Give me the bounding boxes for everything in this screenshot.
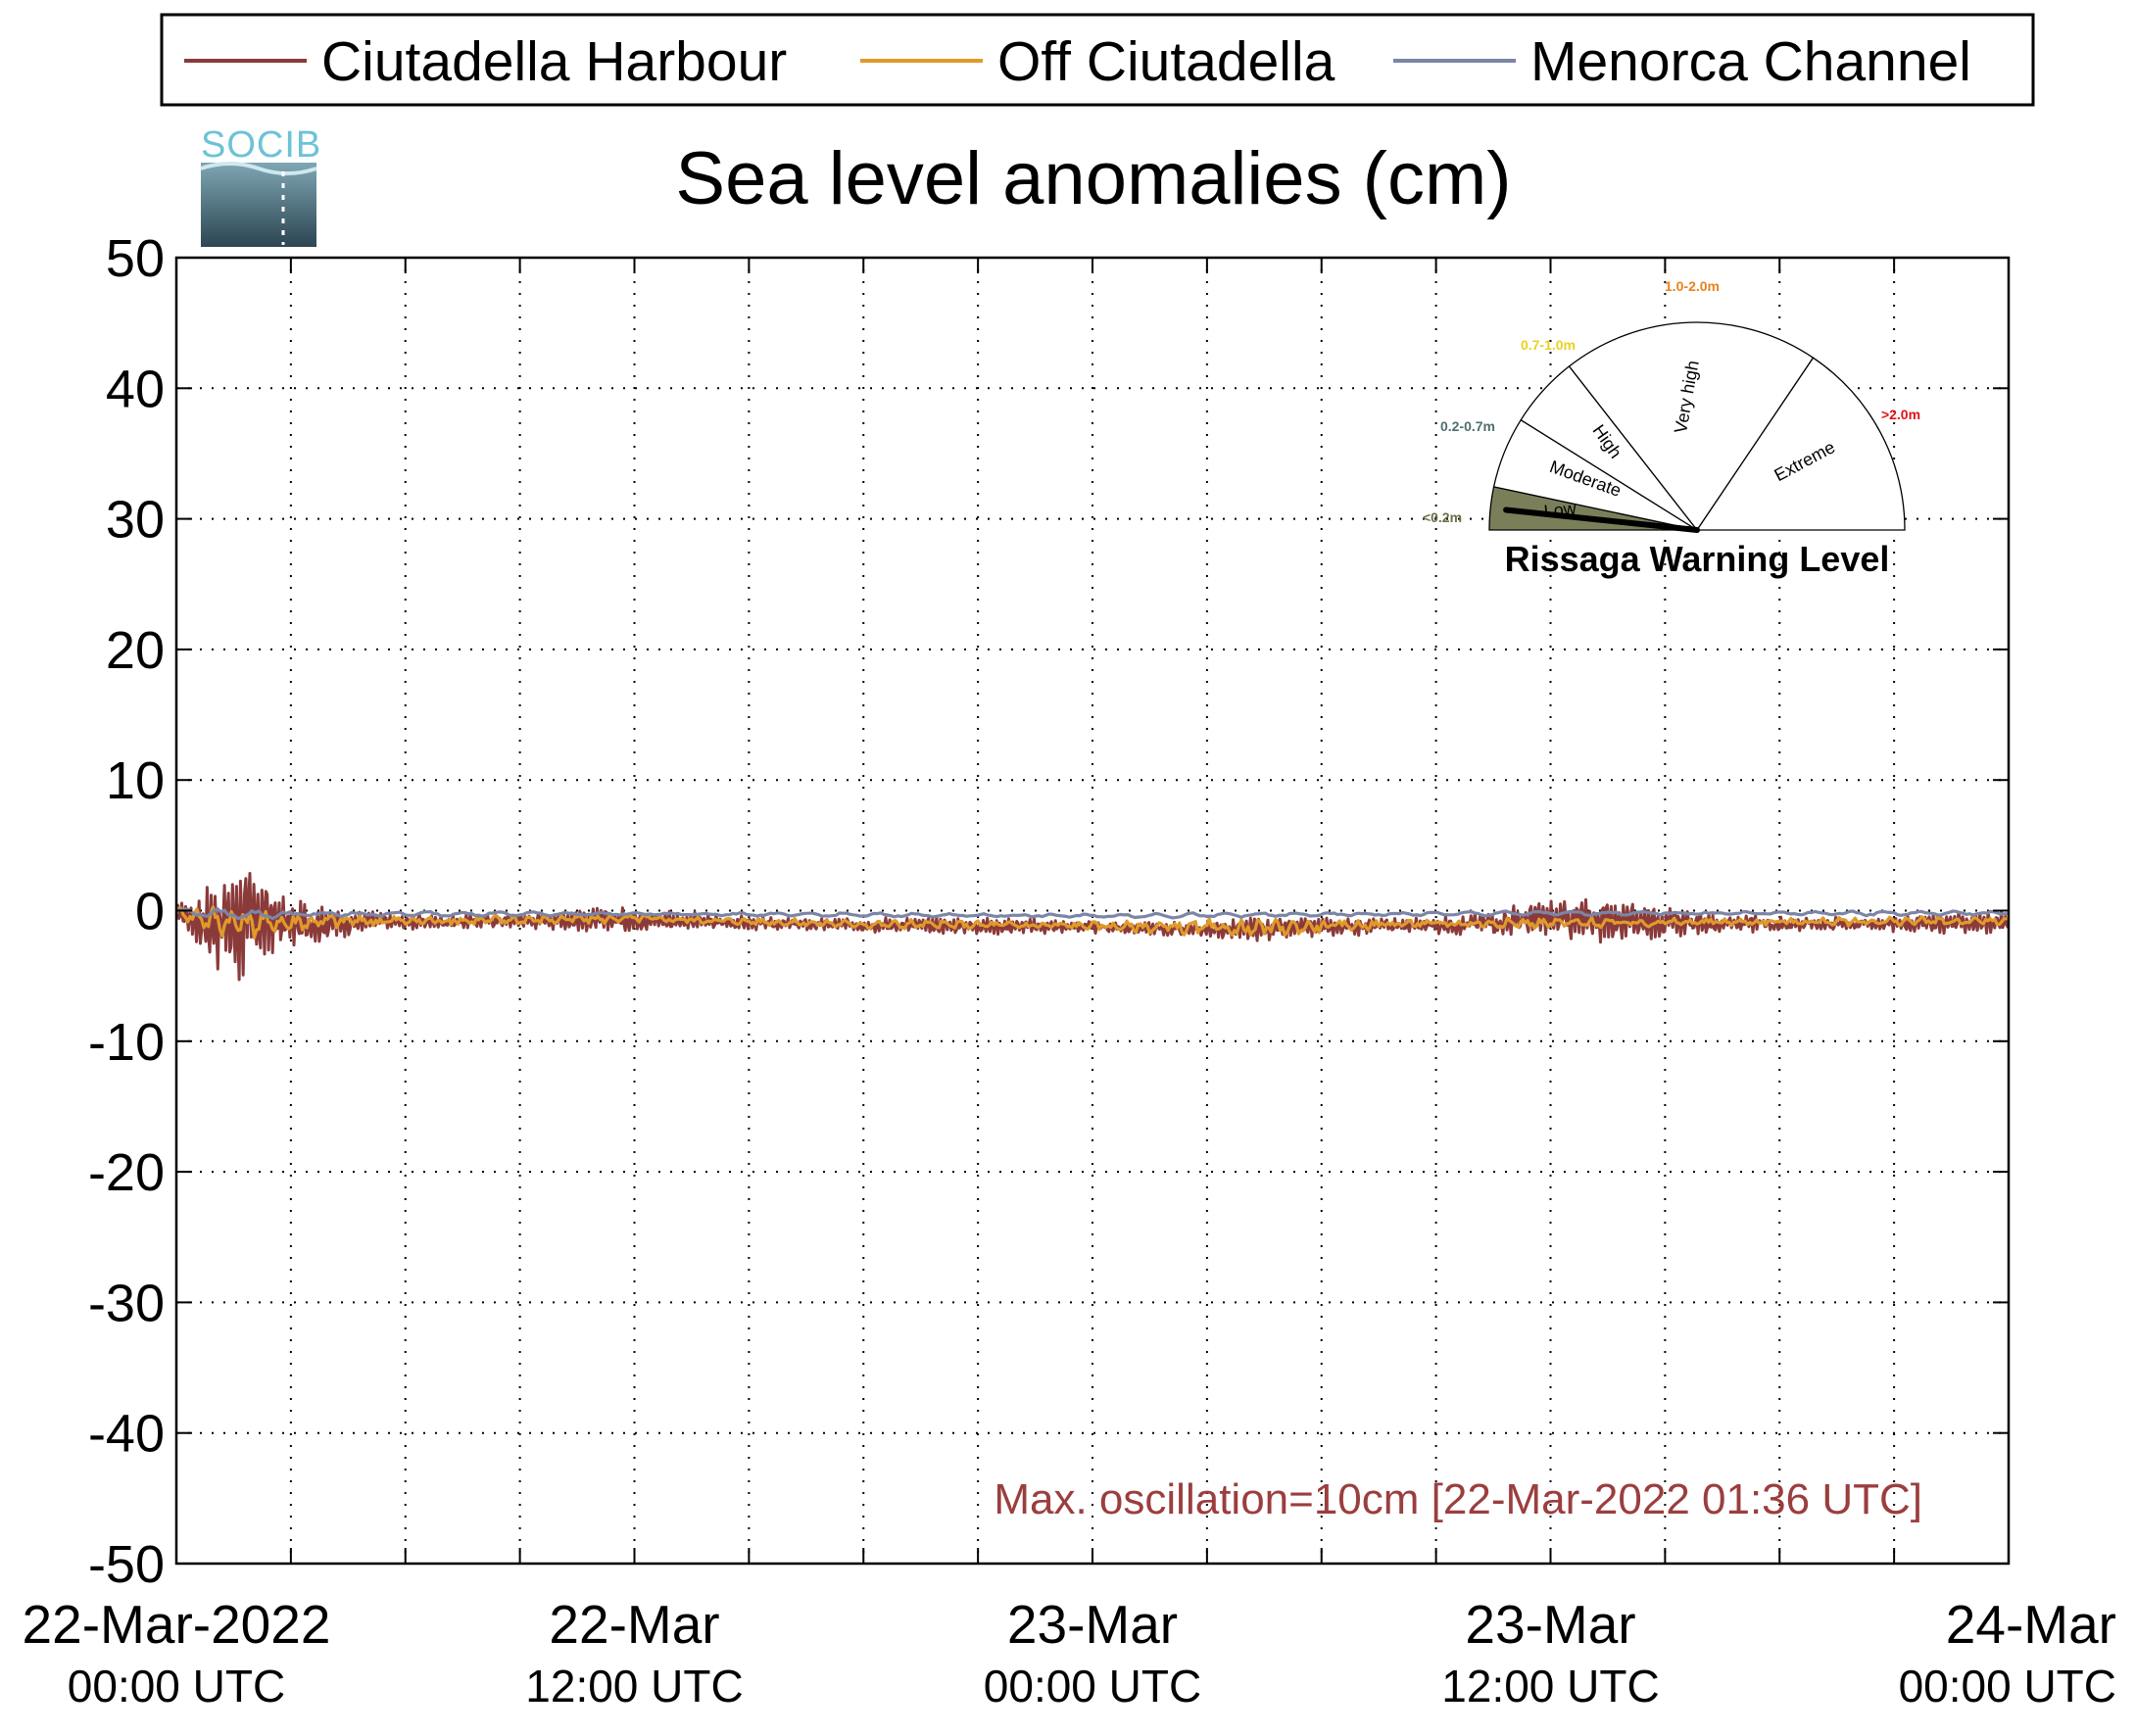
socib-logo-wave-crest [200, 162, 317, 175]
socib-logo-wave [201, 163, 316, 247]
y-tick-label: -30 [88, 1274, 165, 1332]
socib-logo: SOCIB [200, 124, 321, 247]
y-tick-label: 0 [135, 883, 165, 941]
y-tick-label: 10 [106, 751, 165, 810]
y-tick-label: -10 [88, 1013, 165, 1072]
x-tick-label-date: 22-Mar-2022 [23, 1594, 331, 1655]
y-tick-label: -20 [88, 1143, 165, 1202]
legend-label-ciutadella-harbour: Ciutadella Harbour [321, 30, 787, 93]
legend-label-off-ciutadella: Off Ciutadella [997, 30, 1335, 93]
series-line-off-ciutadella [174, 905, 2010, 940]
max-oscillation-note: Max. oscillation=10cm [22-Mar-2022 01:36… [994, 1475, 1922, 1523]
gauge-range-label: 1.0-2.0m [1665, 278, 1720, 294]
y-tick-label: 50 [106, 229, 165, 288]
x-tick-label-time: 00:00 UTC [68, 1661, 285, 1712]
chart-title: Sea level anomalies (cm) [675, 137, 1511, 220]
x-tick-label-time: 12:00 UTC [1441, 1661, 1659, 1712]
y-tick-label: 30 [106, 491, 165, 550]
x-tick-label-date: 22-Mar [549, 1594, 719, 1655]
gauge-title: Rissaga Warning Level [1505, 539, 1890, 579]
y-axis: 50 40 30 20 10 0 -10 -20 -30 -40 -50 [88, 229, 2009, 1594]
gauge-sector-very-high [1568, 321, 1815, 532]
gauge-needle [1503, 506, 1700, 533]
gauge-range-label: 0.7-1.0m [1521, 337, 1576, 353]
gauge-range-label: >2.0m [1881, 407, 1920, 422]
y-tick-label: -50 [88, 1535, 165, 1594]
x-tick-label-time: 00:00 UTC [984, 1661, 1201, 1712]
gauge-sector-extreme [1695, 357, 1906, 531]
x-tick-label-time: 00:00 UTC [1899, 1661, 2116, 1712]
y-tick-label: 40 [106, 360, 165, 418]
y-tick-label: -40 [88, 1405, 165, 1464]
x-tick-label-date: 24-Mar [1946, 1594, 2116, 1655]
gauge-range-label: <0.2m [1423, 509, 1462, 525]
legend: Ciutadella Harbour Off Ciutadella Menorc… [160, 13, 2035, 107]
y-tick-label: 20 [106, 621, 165, 680]
gauge-range-label: 0.2-0.7m [1440, 418, 1495, 434]
x-tick-label-time: 12:00 UTC [525, 1661, 743, 1712]
legend-frame [160, 13, 2035, 107]
legend-label-menorca-channel: Menorca Channel [1530, 30, 1971, 93]
x-tick-label-date: 23-Mar [1465, 1594, 1635, 1655]
series-layer [174, 872, 2010, 982]
x-axis: 22-Mar-2022 00:00 UTC 22-Mar 12:00 UTC 23-Ma… [23, 258, 2116, 1712]
socib-logo-text: SOCIB [201, 124, 321, 166]
x-tick-label-date: 23-Mar [1007, 1594, 1178, 1655]
series-line-menorca-channel [175, 907, 2008, 921]
